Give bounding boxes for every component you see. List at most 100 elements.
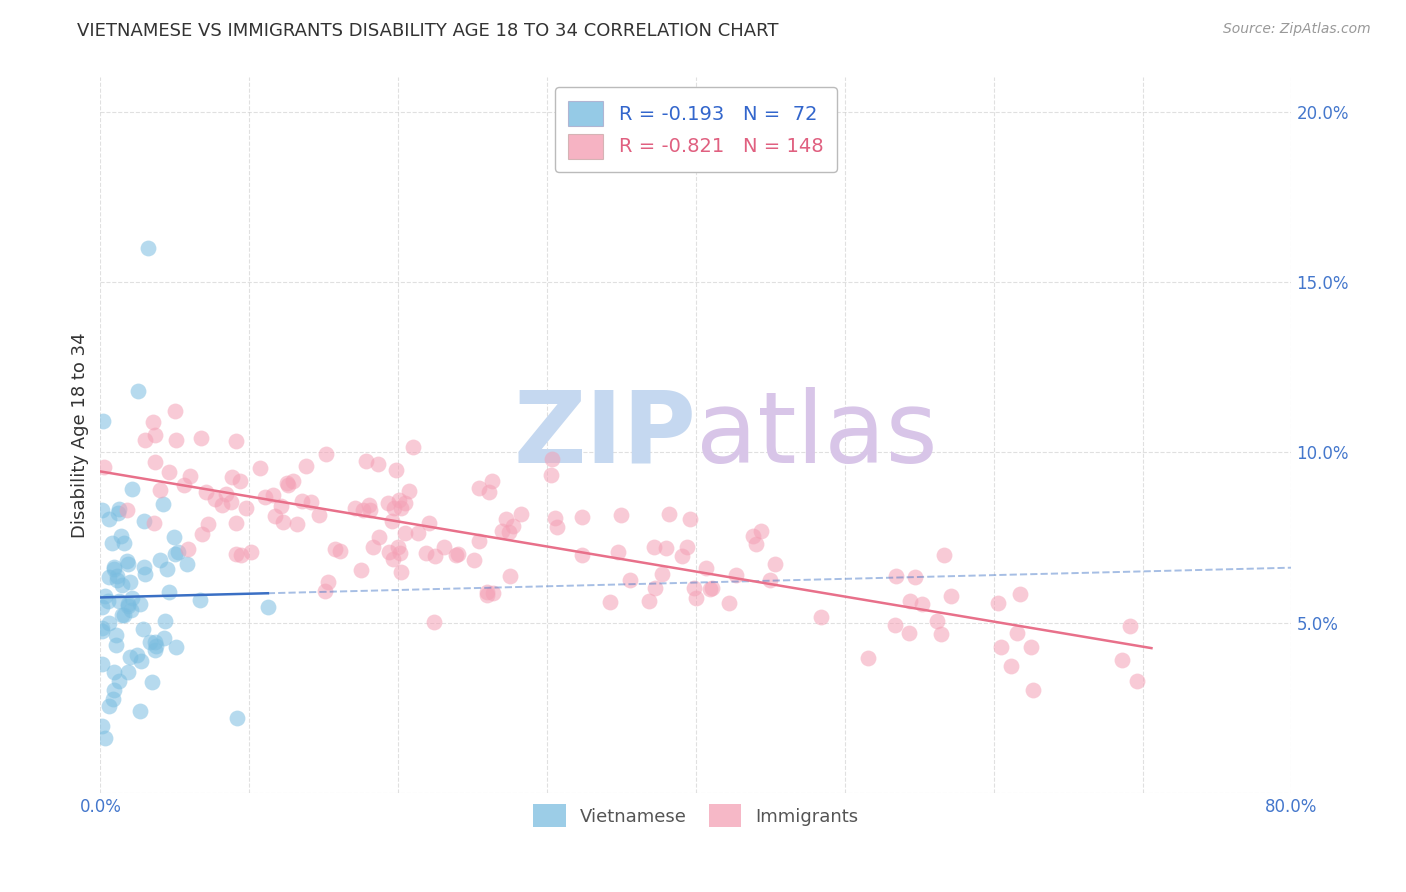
- Point: [190, 431, 212, 445]
- Point: [323, 542, 346, 557]
- Point: [398, 484, 420, 499]
- Point: [651, 566, 673, 581]
- Point: [98, 511, 121, 525]
- Point: [262, 488, 284, 502]
- Point: [94, 731, 117, 745]
- Point: [644, 582, 666, 596]
- Point: [271, 515, 294, 529]
- Point: [165, 433, 187, 447]
- Point: [107, 507, 129, 521]
- Point: [1125, 673, 1147, 688]
- Point: [884, 569, 907, 583]
- Point: [97, 698, 120, 713]
- Point: [463, 553, 485, 567]
- Point: [142, 516, 165, 531]
- Point: [571, 509, 593, 524]
- Point: [683, 581, 706, 595]
- Point: [117, 597, 139, 611]
- Point: [498, 568, 520, 582]
- Point: [934, 548, 956, 562]
- Point: [541, 451, 564, 466]
- Point: [361, 540, 384, 554]
- Point: [658, 507, 681, 521]
- Point: [157, 465, 180, 479]
- Point: [359, 503, 381, 517]
- Point: [127, 384, 149, 398]
- Point: [898, 625, 921, 640]
- Point: [1022, 682, 1045, 697]
- Text: Source: ZipAtlas.com: Source: ZipAtlas.com: [1223, 22, 1371, 37]
- Point: [763, 557, 786, 571]
- Point: [329, 543, 352, 558]
- Point: [742, 529, 765, 543]
- Point: [118, 649, 141, 664]
- Point: [118, 574, 141, 589]
- Point: [91, 657, 114, 671]
- Point: [91, 621, 114, 635]
- Point: [444, 548, 467, 562]
- Text: atlas: atlas: [696, 387, 938, 483]
- Point: [105, 568, 128, 582]
- Point: [422, 615, 444, 630]
- Point: [387, 540, 409, 554]
- Point: [544, 510, 567, 524]
- Point: [115, 554, 138, 568]
- Point: [699, 582, 721, 596]
- Point: [112, 535, 135, 549]
- Point: [415, 546, 437, 560]
- Point: [103, 691, 125, 706]
- Point: [478, 485, 501, 500]
- Point: [467, 481, 489, 495]
- Point: [394, 526, 416, 541]
- Point: [283, 475, 305, 489]
- Point: [110, 529, 132, 543]
- Point: [676, 541, 699, 555]
- Point: [225, 434, 247, 449]
- Point: [643, 541, 665, 555]
- Point: [177, 541, 200, 556]
- Point: [204, 492, 226, 507]
- Point: [987, 596, 1010, 610]
- Point: [145, 639, 167, 653]
- Point: [157, 585, 180, 599]
- Point: [93, 414, 115, 428]
- Point: [402, 441, 425, 455]
- Point: [176, 557, 198, 571]
- Point: [179, 468, 201, 483]
- Point: [188, 593, 211, 607]
- Point: [103, 560, 125, 574]
- Text: VIETNAMESE VS IMMIGRANTS DISABILITY AGE 18 TO 34 CORRELATION CHART: VIETNAMESE VS IMMIGRANTS DISABILITY AGE …: [77, 22, 779, 40]
- Point: [191, 526, 214, 541]
- Point: [141, 674, 163, 689]
- Point: [117, 599, 139, 614]
- Point: [152, 631, 174, 645]
- Text: ZIP: ZIP: [513, 387, 696, 483]
- Point: [367, 457, 389, 471]
- Y-axis label: Disability Age 18 to 34: Disability Age 18 to 34: [72, 333, 89, 538]
- Point: [143, 634, 166, 648]
- Point: [990, 640, 1012, 654]
- Point: [153, 614, 176, 628]
- Point: [368, 530, 391, 544]
- Point: [394, 496, 416, 510]
- Point: [724, 567, 747, 582]
- Point: [599, 595, 621, 609]
- Point: [315, 447, 337, 461]
- Point: [447, 547, 470, 561]
- Point: [610, 508, 633, 523]
- Point: [941, 589, 963, 603]
- Point: [810, 610, 832, 624]
- Point: [162, 530, 184, 544]
- Point: [1008, 587, 1031, 601]
- Point: [911, 597, 934, 611]
- Point: [295, 459, 318, 474]
- Point: [105, 638, 128, 652]
- Point: [1118, 619, 1140, 633]
- Point: [423, 549, 446, 563]
- Point: [408, 526, 430, 541]
- Legend: Vietnamese, Immigrants: Vietnamese, Immigrants: [526, 797, 866, 834]
- Point: [654, 541, 676, 555]
- Point: [163, 403, 186, 417]
- Point: [235, 500, 257, 515]
- Point: [316, 575, 339, 590]
